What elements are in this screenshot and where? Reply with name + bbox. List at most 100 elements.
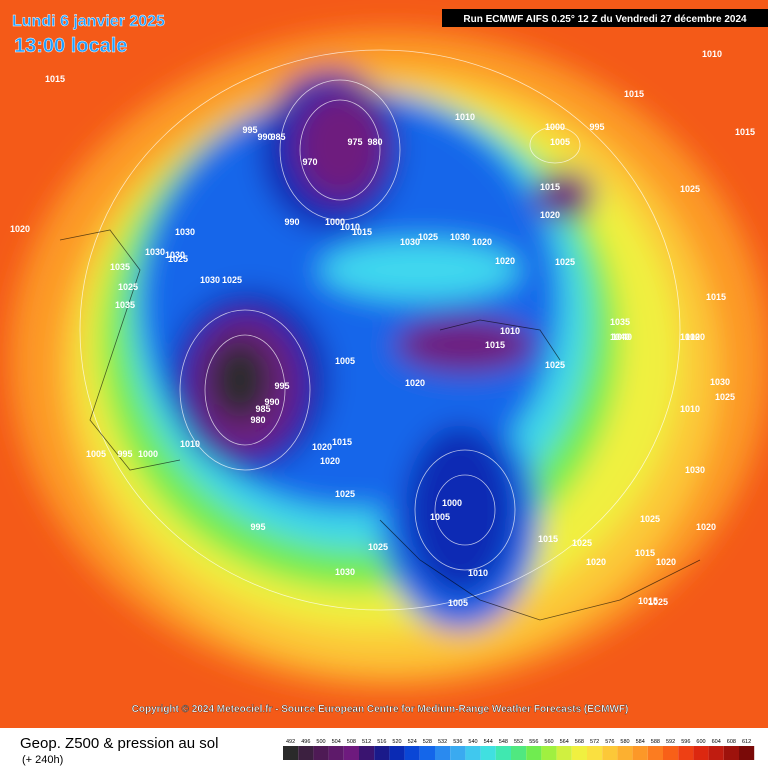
scale-label: 492 (286, 739, 295, 745)
scale-label: 596 (681, 739, 690, 745)
isobar-label: 1010 (455, 112, 475, 122)
scale-swatch (359, 746, 375, 760)
isobar-label: 1005 (335, 356, 355, 366)
scale-label: 560 (544, 739, 553, 745)
scale-swatch (298, 746, 314, 760)
scale-label: 524 (408, 739, 417, 745)
scale-swatch (632, 746, 648, 760)
isobar-label: 1020 (540, 210, 560, 220)
isobar-label: 1020 (10, 224, 30, 234)
isobar-label: 1030 (400, 237, 420, 247)
isobar-label: 995 (250, 522, 265, 532)
scale-label: 600 (696, 739, 705, 745)
isobar-label: 1015 (45, 74, 65, 84)
isobar-label: 1030 (685, 465, 705, 475)
scale-swatch (708, 746, 724, 760)
scale-label: 532 (438, 739, 447, 745)
scale-swatch (343, 746, 359, 760)
isobar-label: 1030 (710, 377, 730, 387)
isobar-label: 1030 (175, 227, 195, 237)
isobar-label: 1000 (545, 122, 565, 132)
scale-swatch (647, 746, 663, 760)
isobars (79, 49, 681, 611)
isobar-label: 1025 (335, 489, 355, 499)
isobar-label: 980 (367, 137, 382, 147)
scale-label: 544 (484, 739, 493, 745)
isobar-label: 1010 (680, 404, 700, 414)
scale-label: 612 (742, 739, 751, 745)
isobar-label: 1030 (165, 250, 185, 260)
scale-label: 520 (392, 739, 401, 745)
isobar-label: 1025 (572, 538, 592, 548)
scale-swatch (663, 746, 679, 760)
isobar-label: 1035 (115, 300, 135, 310)
scale-label: 496 (301, 739, 310, 745)
run-info: Run ECMWF AIFS 0.25° 12 Z du Vendredi 27… (463, 14, 747, 25)
isobar-label: 1005 (448, 598, 468, 608)
isobar-label: 1010 (500, 326, 520, 336)
local-time: 13:00 locale (14, 35, 127, 57)
scale-swatch (693, 746, 709, 760)
isobar-label: 980 (250, 415, 265, 425)
scale-swatch (617, 746, 633, 760)
isobar-label: 1025 (418, 232, 438, 242)
scale-swatch (389, 746, 405, 760)
scale-label: 572 (590, 739, 599, 745)
isobar-label: 1015 (624, 89, 644, 99)
isobar-label: 1010 (180, 439, 200, 449)
scale-swatch (556, 746, 572, 760)
isobar-label: 1000 (442, 498, 462, 508)
scale-label: 552 (514, 739, 523, 745)
isobar-label: 1025 (680, 184, 700, 194)
scale-swatch (465, 746, 481, 760)
scale-label: 584 (636, 739, 645, 745)
isobar-label: 1025 (222, 275, 242, 285)
scale-label: 504 (332, 739, 341, 745)
scale-label: 528 (423, 739, 432, 745)
isobar-label: 1020 (685, 332, 705, 342)
isobar-label: 970 (302, 157, 317, 167)
scale-label: 516 (377, 739, 386, 745)
isobar-label: 1025 (640, 514, 660, 524)
isobar-label: 995 (589, 122, 604, 132)
isobar-label: 990 (284, 217, 299, 227)
scale-swatch (450, 746, 466, 760)
scale-swatch (678, 746, 694, 760)
scale-label: 604 (712, 739, 721, 745)
scale-label: 556 (529, 739, 538, 745)
coastlines (59, 229, 701, 621)
scale-label: 564 (560, 739, 569, 745)
scale-label: 548 (499, 739, 508, 745)
isobar-label: 1015 (735, 127, 755, 137)
scale-label: 592 (666, 739, 675, 745)
isobar-label: 1000 (325, 217, 345, 227)
scale-swatch (602, 746, 618, 760)
isobar-label: 1015 (706, 292, 726, 302)
scale-label: 500 (316, 739, 325, 745)
scale-swatch (739, 746, 755, 760)
isobar-label: 1015 (540, 182, 560, 192)
scale-swatch (587, 746, 603, 760)
isobar-label: 995 (242, 125, 257, 135)
isobar-label: 1025 (555, 257, 575, 267)
isobar-label: 1010 (340, 222, 360, 232)
isobar-label: 985 (255, 404, 270, 414)
isobar-label: 1020 (586, 557, 606, 567)
scale-swatch (435, 746, 451, 760)
scale-swatch (328, 746, 344, 760)
isobar-label: 1020 (472, 237, 492, 247)
isobar-label: 1035 (110, 262, 130, 272)
isobar-label: 1020 (495, 256, 515, 266)
isobar-label: 1040 (612, 332, 632, 342)
run-banner (442, 9, 768, 27)
copyright: Copyright © 2024 Meteociel.fr - Source E… (132, 704, 629, 715)
isobar-label: 1015 (638, 596, 658, 606)
scale-swatch (374, 746, 390, 760)
isobar-label: 1030 (335, 567, 355, 577)
isobar-label: 1005 (550, 137, 570, 147)
isobar-label: 1025 (118, 282, 138, 292)
isobar-label: 1025 (715, 392, 735, 402)
isobar-label: 1030 (450, 232, 470, 242)
scale-label: 508 (347, 739, 356, 745)
